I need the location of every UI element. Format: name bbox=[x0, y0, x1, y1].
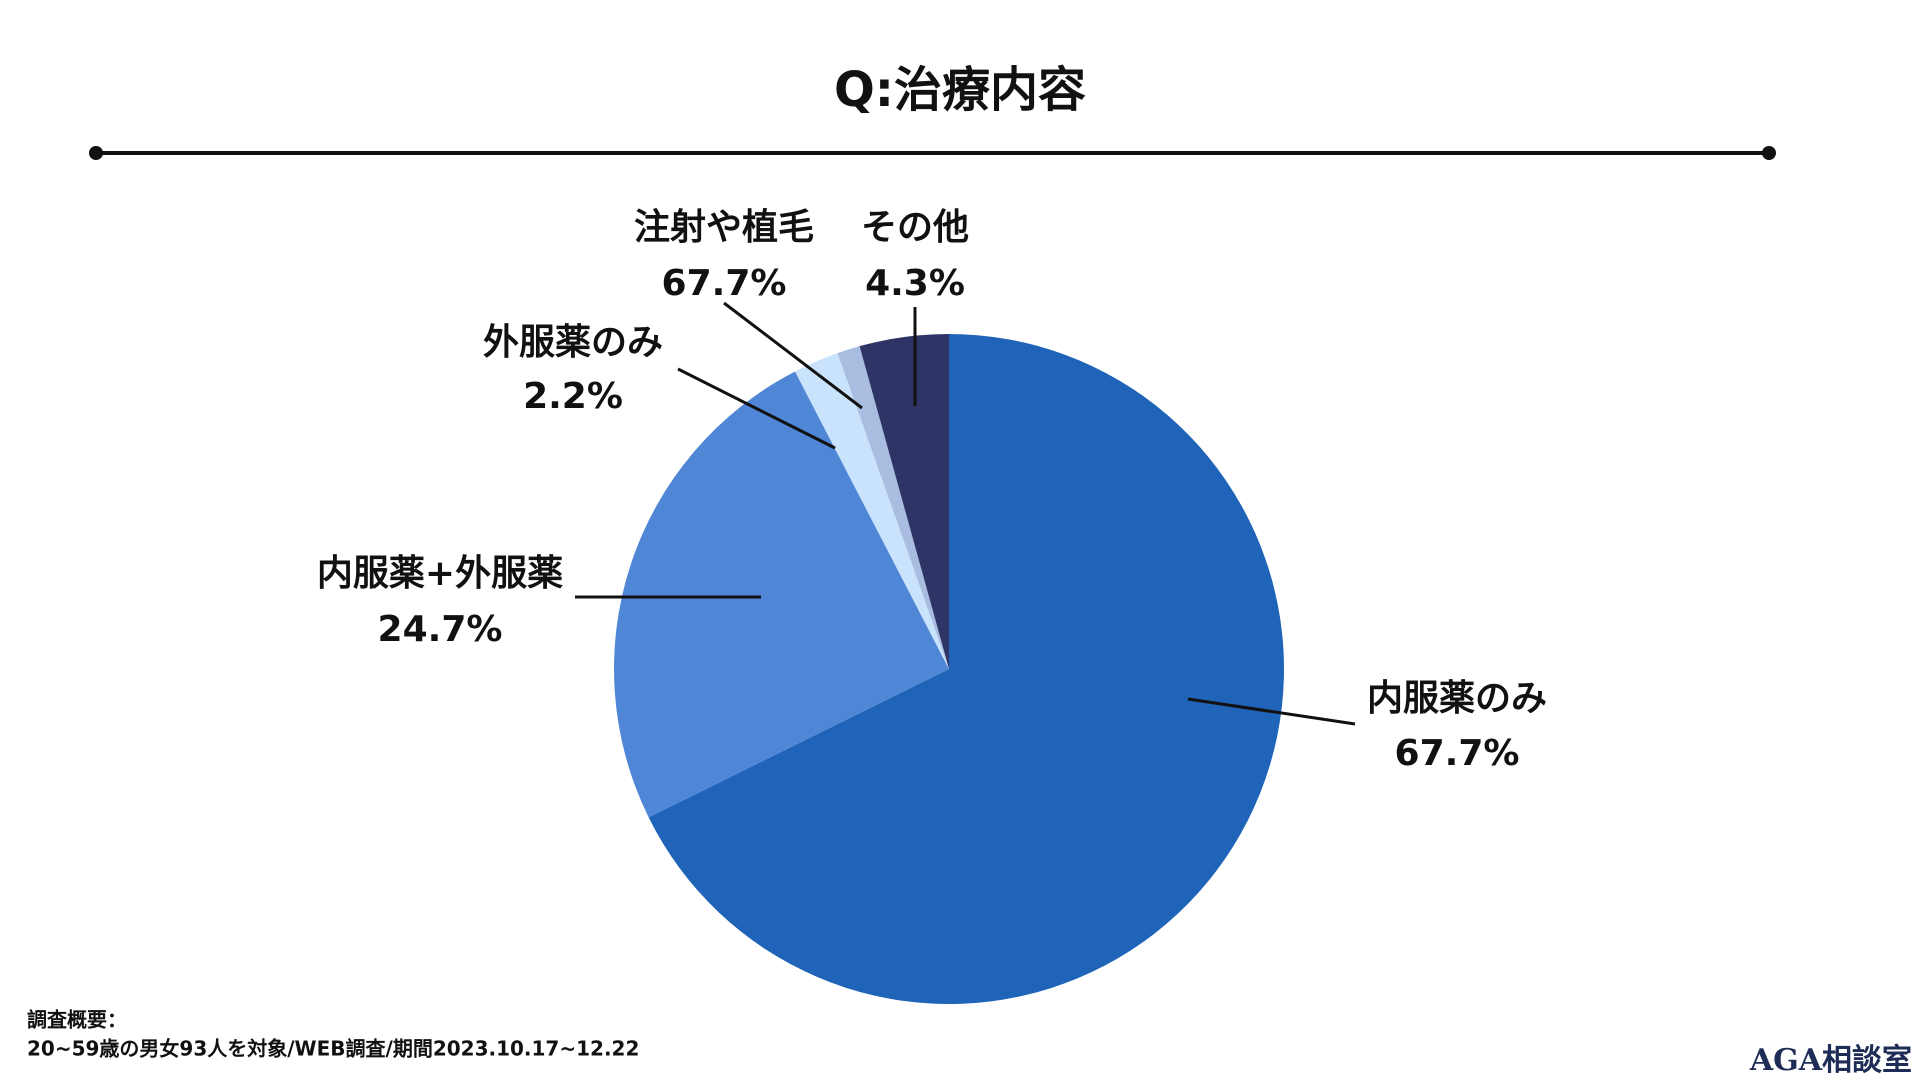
slice-value: 67.7% bbox=[1395, 733, 1520, 774]
chart-title: Q:治療内容 bbox=[834, 62, 1086, 118]
leader-line bbox=[677, 367, 836, 450]
leader-line bbox=[723, 301, 863, 410]
pie-slice bbox=[837, 346, 949, 669]
slice-value: 24.7% bbox=[378, 609, 503, 650]
brand: AGA相談室 bbox=[1749, 1043, 1912, 1078]
pie-slice bbox=[859, 334, 949, 669]
pie-slice bbox=[648, 334, 1284, 1004]
slice-name: 内服薬のみ bbox=[1367, 678, 1547, 719]
slice-value: 67.7% bbox=[662, 263, 787, 304]
pie-slice bbox=[795, 353, 949, 669]
slice-name: 外服薬のみ bbox=[483, 322, 663, 363]
slice-name: その他 bbox=[861, 207, 969, 248]
slice-value: 2.2% bbox=[523, 376, 623, 417]
divider-dot bbox=[1762, 146, 1776, 160]
footnote-title: 調査概要： bbox=[27, 1008, 127, 1032]
divider-dot bbox=[89, 146, 103, 160]
pie-slice bbox=[613, 371, 949, 818]
slice-name: 注射や植毛 bbox=[634, 207, 814, 248]
slice-name: 内服薬+外服薬 bbox=[317, 553, 563, 594]
slice-value: 4.3% bbox=[865, 263, 965, 304]
footnote: 20~59歳の男女93人を対象/WEB調査/期間2023.10.17~12.22 bbox=[27, 1037, 639, 1061]
leader-line bbox=[1187, 697, 1356, 726]
